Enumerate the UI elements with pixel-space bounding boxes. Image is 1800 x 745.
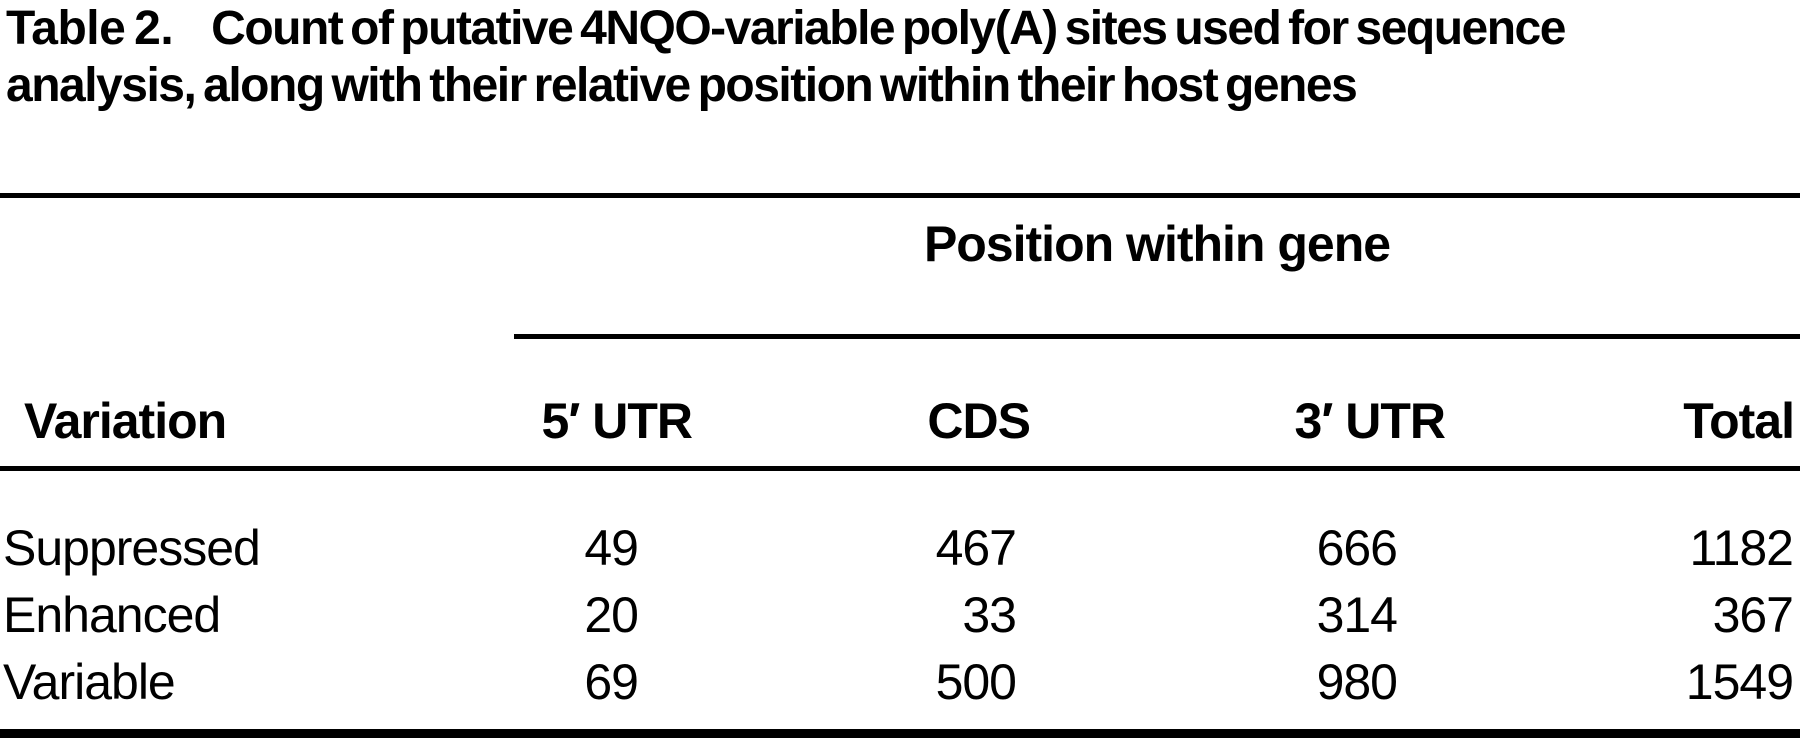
- column-header-row: Variation 5′ UTR CDS 3′ UTR Total: [0, 392, 1800, 450]
- column-header-3utr: 3′ UTR: [1294, 393, 1446, 449]
- row-label: Suppressed: [3, 519, 261, 576]
- cell-3utr: 314: [1316, 586, 1398, 643]
- table-caption: Count of putative 4NQO-variable poly(A) …: [6, 2, 1566, 112]
- column-header-5utr: 5′ UTR: [541, 393, 693, 449]
- cell-5utr: 20: [584, 586, 639, 643]
- cell-5utr: 49: [584, 519, 639, 576]
- row-label: Enhanced: [3, 586, 221, 643]
- cell-5utr: 69: [584, 653, 639, 710]
- table-number: Table 2.: [6, 2, 174, 55]
- column-header-cds: CDS: [927, 393, 1031, 449]
- cell-total: 1549: [1685, 653, 1794, 710]
- spanner-header-position-within-gene: Position within gene: [923, 216, 1391, 272]
- table-row-enhanced: Enhanced 20 33 314 367: [0, 581, 1800, 648]
- bottom-rule: [0, 729, 1800, 738]
- cell-cds: 467: [935, 519, 1017, 576]
- column-header-total: Total: [1683, 393, 1795, 449]
- column-header-variation: Variation: [24, 393, 227, 449]
- top-rule: [0, 193, 1800, 198]
- header-rule: [0, 466, 1800, 471]
- cell-cds: 33: [962, 586, 1017, 643]
- table-body: Suppressed 49 467 666 1182 Enhanced 20 3…: [0, 514, 1800, 715]
- table-row-variable: Variable 69 500 980 1549: [0, 648, 1800, 715]
- spanner-rule: [514, 334, 1800, 339]
- cell-cds: 500: [935, 653, 1017, 710]
- table-title: Table 2. Count of putative 4NQO-variable …: [6, 0, 1598, 114]
- cell-3utr: 666: [1316, 519, 1398, 576]
- table-row-suppressed: Suppressed 49 467 666 1182: [0, 514, 1800, 581]
- row-label: Variable: [3, 653, 176, 710]
- cell-total: 367: [1712, 586, 1794, 643]
- cell-total: 1182: [1689, 519, 1794, 576]
- cell-3utr: 980: [1316, 653, 1398, 710]
